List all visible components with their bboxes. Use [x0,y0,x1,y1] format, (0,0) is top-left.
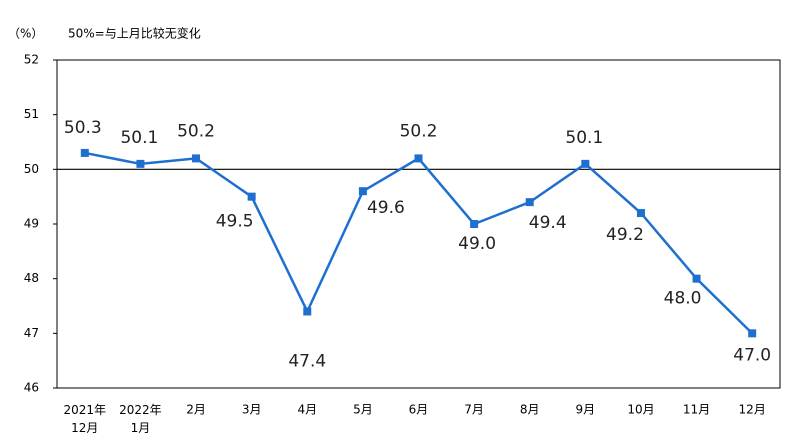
y-unit-label: （%） [8,27,43,41]
marker [136,159,145,168]
data-label: 49.0 [458,234,496,254]
y-tick-label: 49 [24,217,39,231]
y-tick-label: 52 [24,53,39,67]
marker [525,198,534,207]
marker [247,192,256,201]
marker [358,187,367,196]
marker [581,159,590,168]
data-label: 49.5 [216,212,254,232]
marker [748,329,757,338]
data-label: 50.2 [400,121,438,141]
x-tick-label: 3月 [242,403,262,417]
data-label: 49.2 [606,225,644,245]
x-tick-label: 4月 [297,403,317,417]
data-label: 48.0 [664,289,702,309]
marker [80,148,89,157]
series-line [84,151,754,335]
data-label: 50.1 [565,128,603,148]
marker [470,220,479,228]
data-label: 50.1 [120,128,158,148]
data-label: 50.3 [64,118,102,138]
x-tick-label: 11月 [683,403,710,417]
marker [636,209,645,218]
plot-frame [56,59,781,389]
y-tick-label: 48 [24,271,39,285]
x-tick-label: 9月 [576,403,596,417]
x-tick-label: 7月 [464,403,484,417]
y-tick-label: 46 [24,381,39,395]
x-tick-label: 10月 [627,403,654,417]
data-label: 49.6 [367,198,405,218]
marker [192,154,201,163]
y-tick-label: 51 [24,107,39,121]
marker [414,154,423,163]
x-tick-label: 6月 [409,403,429,417]
annotation: 50%=与上月比较无变化 [68,26,201,41]
y-tick-label: 47 [24,326,39,340]
marker [692,274,701,283]
x-tick-label: 2月 [186,403,206,417]
data-label: 47.0 [733,345,771,365]
data-label: 47.4 [288,351,326,371]
data-label: 49.4 [529,213,567,233]
data-label: 50.2 [177,121,215,141]
marker [303,307,312,316]
x-tick-label: 5月 [353,403,373,417]
x-tick-label: 2022年 1月 [119,403,162,435]
x-tick-label: 2021年 12月 [64,403,107,435]
x-tick-label: 12月 [739,403,766,417]
x-tick-label: 8月 [520,403,540,417]
y-tick-label: 50 [24,162,39,176]
